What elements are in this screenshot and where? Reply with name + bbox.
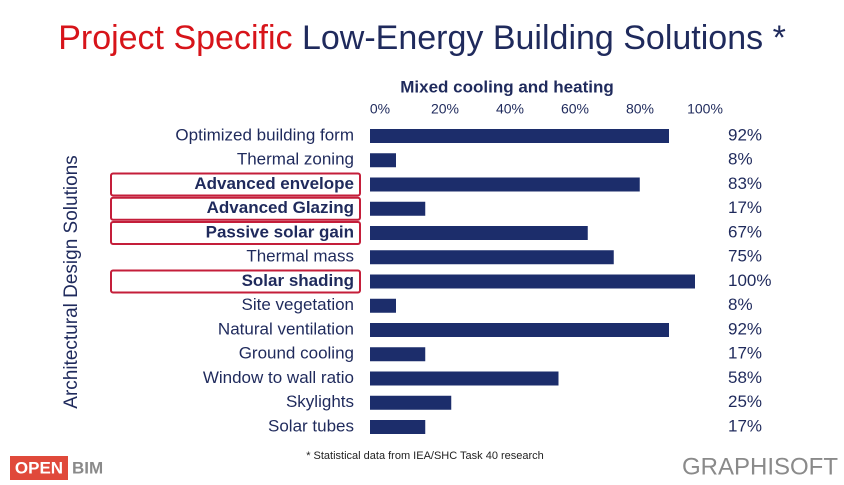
logo-bim: BIM [72,458,103,477]
y-tick-label: Advanced Glazing [207,198,354,217]
subtitle: Mixed cooling and heating [400,77,613,96]
logo-open: OPEN [15,458,63,477]
bar [370,347,426,362]
bar [370,371,559,386]
y-tick-label: Passive solar gain [206,222,354,241]
value-label: 67% [728,222,762,241]
y-tick-label: Solar tubes [268,416,354,435]
value-label: 17% [728,416,762,435]
y-tick-label: Window to wall ratio [203,368,354,387]
y-tick-label: Skylights [286,392,354,411]
bar [370,250,614,265]
bar [370,298,396,313]
bar [370,274,695,289]
value-label: 8% [728,295,753,314]
title-main: Low-Energy Building Solutions * [302,19,786,57]
footnote: * Statistical data from IEA/SHC Task 40 … [306,450,544,462]
x-tick-label: 100% [687,101,723,117]
bar [370,153,396,168]
value-label: 8% [728,150,753,169]
value-label: 92% [728,319,762,338]
value-label: 100% [728,271,771,290]
value-label: 17% [728,344,762,363]
x-tick-label: 40% [496,101,524,117]
y-tick-label: Natural ventilation [218,319,354,338]
bar [370,177,640,192]
x-tick-label: 20% [431,101,459,117]
bar [370,395,452,410]
bar [370,226,588,240]
value-label: 92% [728,125,762,144]
y-tick-label: Advanced envelope [194,174,354,193]
x-tick-label: 0% [370,101,390,117]
y-tick-label: Site vegetation [242,295,354,314]
highlight-box [110,172,361,197]
y-tick-label: Ground cooling [239,344,354,363]
highlight-box [110,269,361,294]
y-tick-label: Solar shading [242,271,354,290]
y-tick-label: Thermal mass [246,247,354,266]
logo-box [10,456,68,480]
value-label: 83% [728,174,762,193]
chart-title: Project Specific Low-Energy Building Sol… [58,19,786,57]
bar [370,201,426,216]
title-accent: Project Specific [58,19,292,57]
bar [370,420,426,434]
value-label: 75% [728,247,762,266]
y-axis-label: Architectural Design Solutions [61,155,82,408]
value-label: 58% [728,368,762,387]
bar [370,129,669,143]
y-tick-label: Thermal zoning [237,150,354,169]
highlight-box [110,221,361,245]
value-label: 25% [728,392,762,411]
value-label: 17% [728,198,762,217]
y-tick-label: Optimized building form [175,125,354,144]
x-tick-label: 80% [626,101,654,117]
logo-graphisoft: GRAPHISOFT [682,453,838,480]
bar [370,323,669,337]
highlight-box [110,196,361,221]
x-tick-label: 60% [561,101,589,117]
